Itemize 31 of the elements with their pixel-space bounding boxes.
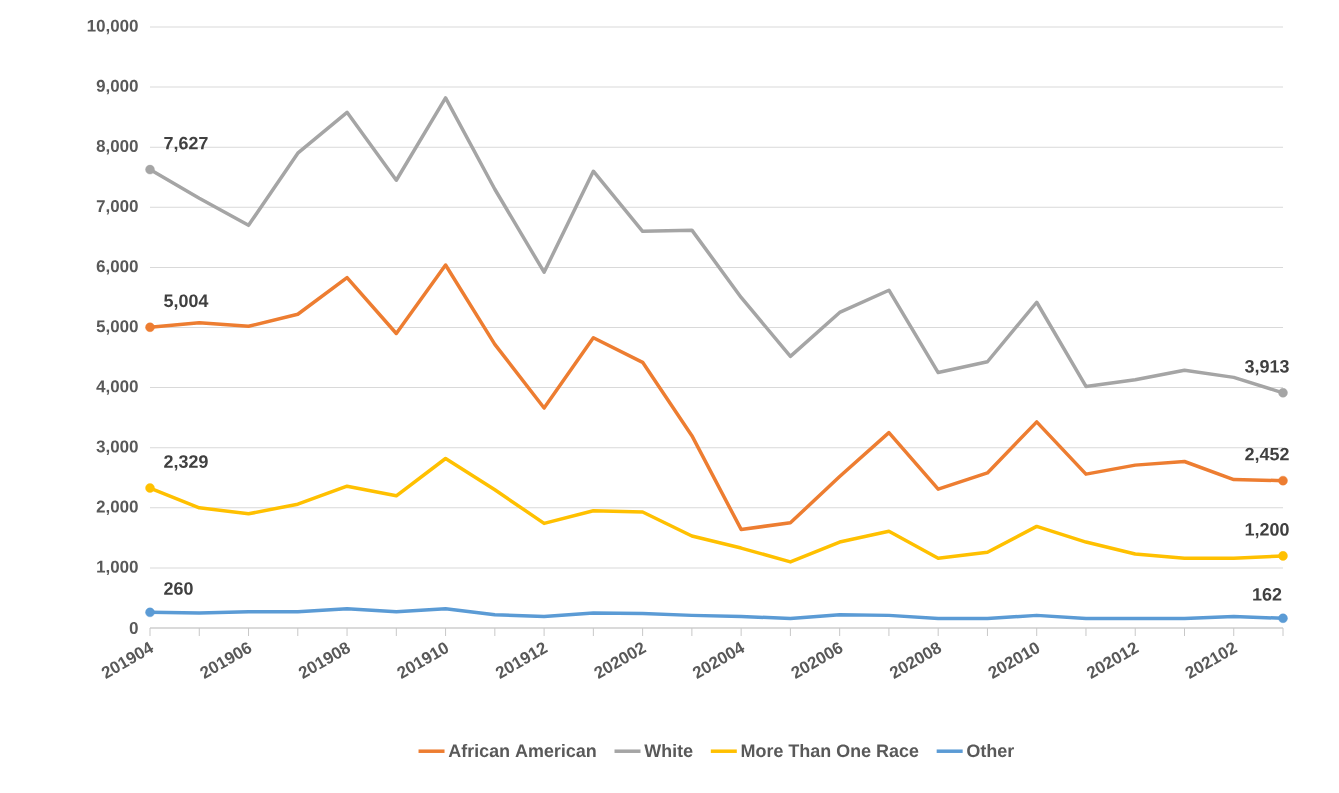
point <box>145 483 155 493</box>
data-label: 2,329 <box>164 455 208 471</box>
point <box>1278 613 1288 623</box>
y-tick-label: 0 <box>129 622 138 634</box>
point <box>1278 475 1288 486</box>
y-tick-label: 9,000 <box>96 79 138 95</box>
data-label: 1,200 <box>1245 523 1289 539</box>
data-label: 2,452 <box>1245 447 1289 464</box>
legend-label: More Than One Race <box>741 743 919 758</box>
data-label: 162 <box>1253 588 1282 601</box>
data-label: 7,627 <box>164 136 208 153</box>
y-tick-label: 8,000 <box>96 139 138 155</box>
y-tick-label: 4,000 <box>96 380 138 395</box>
y-tick-label: 3,000 <box>96 440 138 455</box>
y-tick-label: 5,000 <box>96 320 138 335</box>
point <box>1278 551 1288 561</box>
y-tick-label: 1,000 <box>97 560 138 576</box>
y-tick-label: 7,000 <box>96 200 138 215</box>
legend-label: African American <box>448 743 596 758</box>
point <box>145 164 155 175</box>
y-tick-label: 6,000 <box>96 260 138 275</box>
data-label: 260 <box>164 582 193 595</box>
data-label: 3,913 <box>1244 359 1289 376</box>
point <box>145 322 155 332</box>
legend-label: Other <box>967 743 1014 758</box>
point <box>1278 388 1288 398</box>
data-label: 5,004 <box>164 294 209 310</box>
point <box>145 607 155 618</box>
legend-label: White <box>644 743 693 758</box>
y-tick-label: 10,000 <box>87 19 138 35</box>
y-tick-label: 2,000 <box>96 500 138 516</box>
